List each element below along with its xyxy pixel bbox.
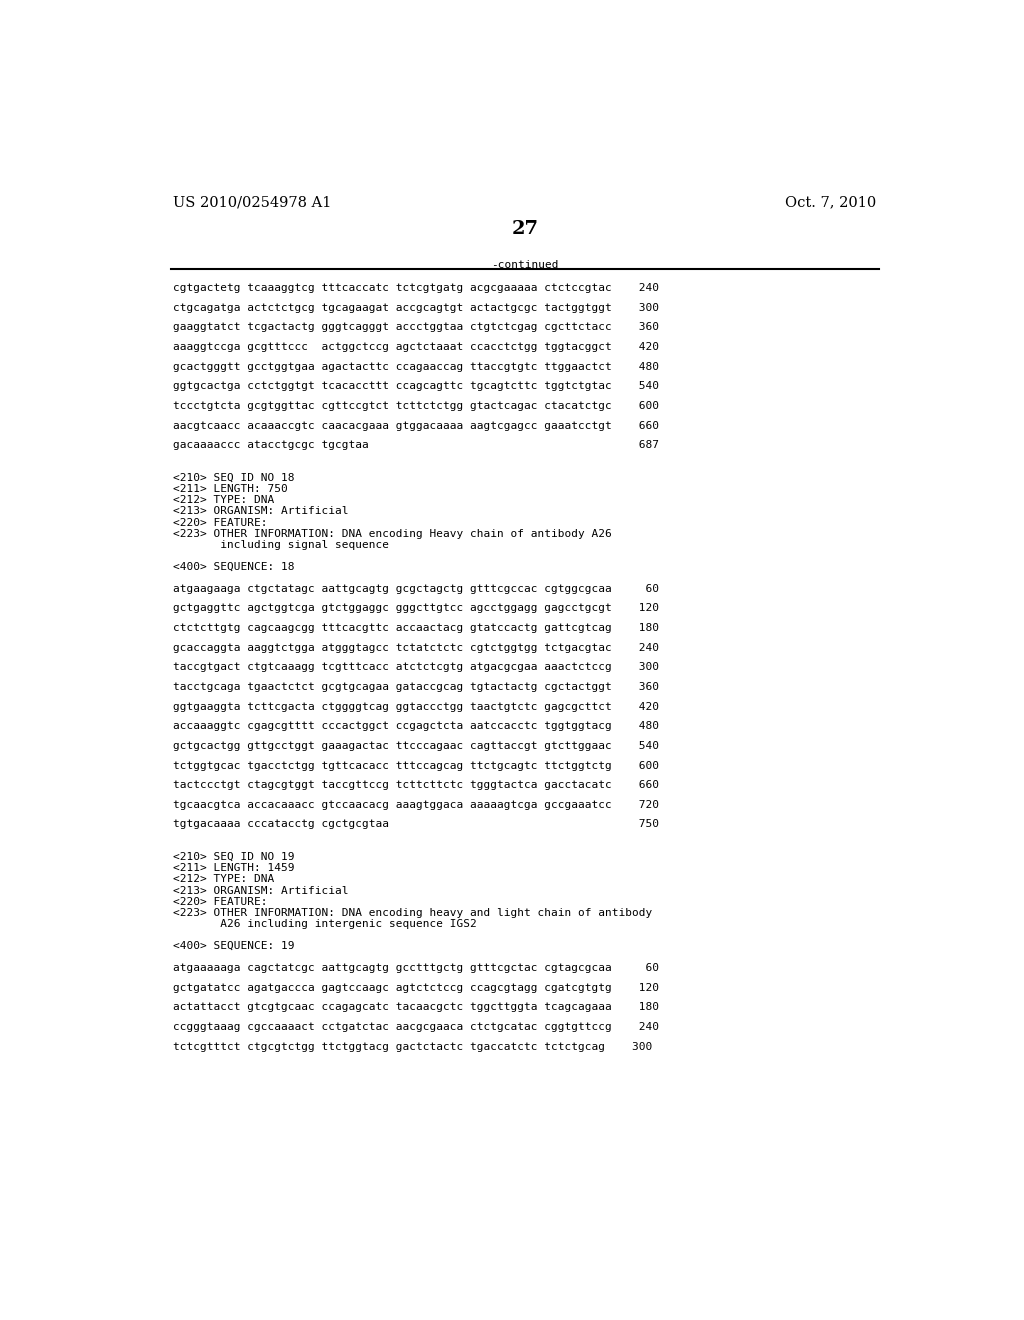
Text: ctctcttgtg cagcaagcgg tttcacgttc accaactacg gtatccactg gattcgtcag    180: ctctcttgtg cagcaagcgg tttcacgttc accaact… bbox=[173, 623, 659, 634]
Text: A26 including intergenic sequence IGS2: A26 including intergenic sequence IGS2 bbox=[173, 919, 477, 929]
Text: gctgcactgg gttgcctggt gaaagactac ttcccagaac cagttaccgt gtcttggaac    540: gctgcactgg gttgcctggt gaaagactac ttcccag… bbox=[173, 741, 659, 751]
Text: gcactgggtt gcctggtgaa agactacttc ccagaaccag ttaccgtgtc ttggaactct    480: gcactgggtt gcctggtgaa agactacttc ccagaac… bbox=[173, 362, 659, 372]
Text: <213> ORGANISM: Artificial: <213> ORGANISM: Artificial bbox=[173, 886, 348, 896]
Text: gctgaggttc agctggtcga gtctggaggc gggcttgtcc agcctggagg gagcctgcgt    120: gctgaggttc agctggtcga gtctggaggc gggcttg… bbox=[173, 603, 659, 614]
Text: <211> LENGTH: 750: <211> LENGTH: 750 bbox=[173, 484, 288, 494]
Text: gaaggtatct tcgactactg gggtcagggt accctggtaa ctgtctcgag cgcttctacc    360: gaaggtatct tcgactactg gggtcagggt accctgg… bbox=[173, 322, 659, 333]
Text: aaaggtccga gcgtttccc  actggctccg agctctaaat ccacctctgg tggtacggct    420: aaaggtccga gcgtttccc actggctccg agctctaa… bbox=[173, 342, 659, 352]
Text: ccgggtaaag cgccaaaact cctgatctac aacgcgaaca ctctgcatac cggtgttccg    240: ccgggtaaag cgccaaaact cctgatctac aacgcga… bbox=[173, 1022, 659, 1032]
Text: <223> OTHER INFORMATION: DNA encoding heavy and light chain of antibody: <223> OTHER INFORMATION: DNA encoding he… bbox=[173, 908, 652, 917]
Text: ggtgaaggta tcttcgacta ctggggtcag ggtaccctgg taactgtctc gagcgcttct    420: ggtgaaggta tcttcgacta ctggggtcag ggtaccc… bbox=[173, 702, 659, 711]
Text: <400> SEQUENCE: 19: <400> SEQUENCE: 19 bbox=[173, 941, 295, 952]
Text: US 2010/0254978 A1: US 2010/0254978 A1 bbox=[173, 195, 332, 210]
Text: ggtgcactga cctctggtgt tcacaccttt ccagcagttc tgcagtcttc tggtctgtac    540: ggtgcactga cctctggtgt tcacaccttt ccagcag… bbox=[173, 381, 659, 391]
Text: <220> FEATURE:: <220> FEATURE: bbox=[173, 896, 267, 907]
Text: <223> OTHER INFORMATION: DNA encoding Heavy chain of antibody A26: <223> OTHER INFORMATION: DNA encoding He… bbox=[173, 529, 611, 539]
Text: tccctgtcta gcgtggttac cgttccgtct tcttctctgg gtactcagac ctacatctgc    600: tccctgtcta gcgtggttac cgttccgtct tcttctc… bbox=[173, 401, 659, 411]
Text: tctggtgcac tgacctctgg tgttcacacc tttccagcag ttctgcagtc ttctggtctg    600: tctggtgcac tgacctctgg tgttcacacc tttccag… bbox=[173, 760, 659, 771]
Text: <213> ORGANISM: Artificial: <213> ORGANISM: Artificial bbox=[173, 507, 348, 516]
Text: tgtgacaaaa cccatacctg cgctgcgtaa                                     750: tgtgacaaaa cccatacctg cgctgcgtaa 750 bbox=[173, 820, 659, 829]
Text: tacctgcaga tgaactctct gcgtgcagaa gataccgcag tgtactactg cgctactggt    360: tacctgcaga tgaactctct gcgtgcagaa gataccg… bbox=[173, 682, 659, 692]
Text: <212> TYPE: DNA: <212> TYPE: DNA bbox=[173, 875, 274, 884]
Text: atgaagaaga ctgctatagc aattgcagtg gcgctagctg gtttcgccac cgtggcgcaa     60: atgaagaaga ctgctatagc aattgcagtg gcgctag… bbox=[173, 583, 659, 594]
Text: <210> SEQ ID NO 18: <210> SEQ ID NO 18 bbox=[173, 473, 295, 483]
Text: actattacct gtcgtgcaac ccagagcatc tacaacgctc tggcttggta tcagcagaaa    180: actattacct gtcgtgcaac ccagagcatc tacaacg… bbox=[173, 1002, 659, 1012]
Text: <212> TYPE: DNA: <212> TYPE: DNA bbox=[173, 495, 274, 506]
Text: Oct. 7, 2010: Oct. 7, 2010 bbox=[785, 195, 877, 210]
Text: aacgtcaacc acaaaccgtc caacacgaaa gtggacaaaa aagtcgagcc gaaatcctgt    660: aacgtcaacc acaaaccgtc caacacgaaa gtggaca… bbox=[173, 421, 659, 430]
Text: -continued: -continued bbox=[492, 260, 558, 271]
Text: tctcgtttct ctgcgtctgg ttctggtacg gactctactc tgaccatctc tctctgcag    300: tctcgtttct ctgcgtctgg ttctggtacg gactcta… bbox=[173, 1041, 652, 1052]
Text: tgcaacgtca accacaaacc gtccaacacg aaagtggaca aaaaagtcga gccgaaatcc    720: tgcaacgtca accacaaacc gtccaacacg aaagtgg… bbox=[173, 800, 659, 809]
Text: taccgtgact ctgtcaaagg tcgtttcacc atctctcgtg atgacgcgaa aaactctccg    300: taccgtgact ctgtcaaagg tcgtttcacc atctctc… bbox=[173, 663, 659, 672]
Text: tactccctgt ctagcgtggt taccgttccg tcttcttctc tgggtactca gacctacatc    660: tactccctgt ctagcgtggt taccgttccg tcttctt… bbox=[173, 780, 659, 791]
Text: gctgatatcc agatgaccca gagtccaagc agtctctccg ccagcgtagg cgatcgtgtg    120: gctgatatcc agatgaccca gagtccaagc agtctct… bbox=[173, 982, 659, 993]
Text: <210> SEQ ID NO 19: <210> SEQ ID NO 19 bbox=[173, 853, 295, 862]
Text: gcaccaggta aaggtctgga atgggtagcc tctatctctc cgtctggtgg tctgacgtac    240: gcaccaggta aaggtctgga atgggtagcc tctatct… bbox=[173, 643, 659, 652]
Text: accaaaggtc cgagcgtttt cccactggct ccgagctcta aatccacctc tggtggtacg    480: accaaaggtc cgagcgtttt cccactggct ccgagct… bbox=[173, 721, 659, 731]
Text: <400> SEQUENCE: 18: <400> SEQUENCE: 18 bbox=[173, 562, 295, 572]
Text: <220> FEATURE:: <220> FEATURE: bbox=[173, 517, 267, 528]
Text: gacaaaaccc atacctgcgc tgcgtaa                                        687: gacaaaaccc atacctgcgc tgcgtaa 687 bbox=[173, 441, 659, 450]
Text: 27: 27 bbox=[511, 220, 539, 238]
Text: ctgcagatga actctctgcg tgcagaagat accgcagtgt actactgcgc tactggtggt    300: ctgcagatga actctctgcg tgcagaagat accgcag… bbox=[173, 302, 659, 313]
Text: atgaaaaaga cagctatcgc aattgcagtg gcctttgctg gtttcgctac cgtagcgcaa     60: atgaaaaaga cagctatcgc aattgcagtg gcctttg… bbox=[173, 964, 659, 973]
Text: including signal sequence: including signal sequence bbox=[173, 540, 389, 550]
Text: <211> LENGTH: 1459: <211> LENGTH: 1459 bbox=[173, 863, 295, 874]
Text: cgtgactetg tcaaaggtcg tttcaccatc tctcgtgatg acgcgaaaaa ctctccgtac    240: cgtgactetg tcaaaggtcg tttcaccatc tctcgtg… bbox=[173, 284, 659, 293]
